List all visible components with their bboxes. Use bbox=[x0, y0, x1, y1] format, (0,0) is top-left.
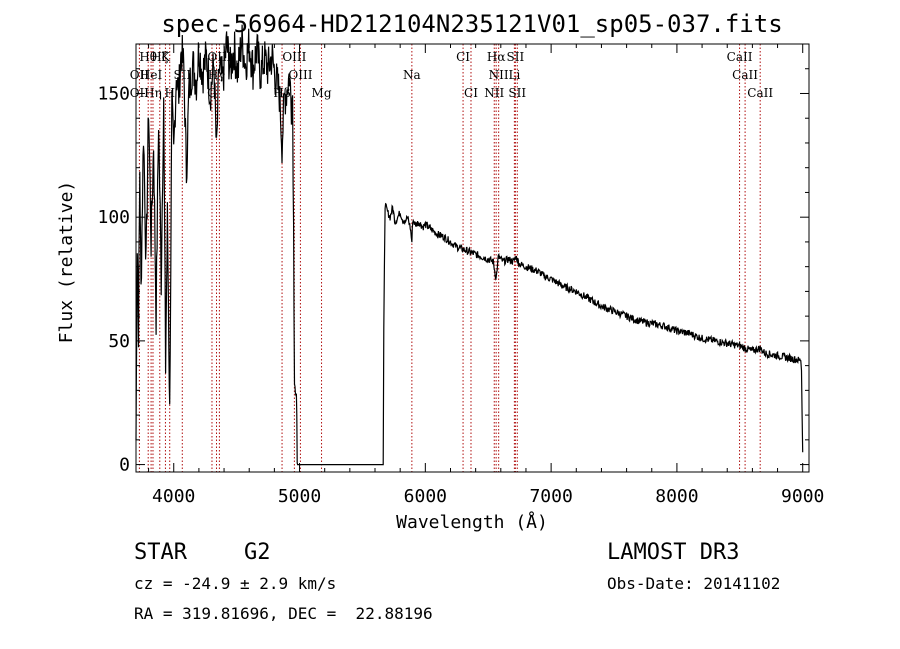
line-label: Na bbox=[403, 68, 421, 82]
y-axis-ticks: 0 50 100 150 bbox=[97, 68, 809, 476]
spectral-subclass: G2 bbox=[244, 540, 271, 565]
line-label: Hζ bbox=[151, 50, 168, 64]
line-label: CI bbox=[456, 50, 470, 64]
line-label: Mg bbox=[312, 86, 332, 100]
line-label: OIII bbox=[288, 68, 312, 82]
survey-name: LAMOST DR3 bbox=[607, 540, 740, 565]
line-label: HeI bbox=[140, 68, 163, 82]
line-label: CaII bbox=[747, 86, 773, 100]
object-type: STAR bbox=[134, 540, 187, 565]
line-label: Hη bbox=[144, 86, 162, 100]
line-label: SII bbox=[508, 86, 526, 100]
plot-frame bbox=[135, 43, 810, 473]
line-label: G bbox=[207, 86, 217, 100]
y-tick-label: 50 bbox=[108, 331, 130, 352]
x-tick-label: 5000 bbox=[278, 486, 321, 507]
y-tick-label: 100 bbox=[97, 207, 130, 228]
spectrum-series-line bbox=[135, 24, 804, 466]
x-tick-label: 9000 bbox=[781, 486, 824, 507]
observation-date: Obs-Date: 20141102 bbox=[607, 574, 781, 593]
line-label: Hθ bbox=[139, 50, 157, 64]
spectral-line-markers bbox=[138, 44, 761, 472]
line-label: CaII bbox=[732, 68, 758, 82]
line-label: Li bbox=[508, 68, 520, 82]
x-axis-ticks: 4000 5000 6000 7000 8000 9000 bbox=[148, 44, 824, 507]
x-tick-label: 7000 bbox=[529, 486, 572, 507]
line-label: CaII bbox=[727, 50, 753, 64]
x-tick-label: 8000 bbox=[655, 486, 698, 507]
line-label: Hα bbox=[487, 50, 506, 64]
line-label: SII bbox=[507, 50, 525, 64]
line-label: NII bbox=[489, 68, 509, 82]
line-label: H bbox=[164, 86, 174, 100]
y-tick-label: 150 bbox=[97, 83, 130, 104]
coordinates-readout: RA = 319.81696, DEC = 22.88196 bbox=[134, 604, 433, 623]
line-label: CI bbox=[464, 86, 478, 100]
line-label: K bbox=[161, 50, 171, 64]
line-label: NII bbox=[484, 86, 504, 100]
line-label: OIII bbox=[282, 50, 306, 64]
y-tick-label: 0 bbox=[119, 455, 130, 476]
y-axis-label: Flux (relative) bbox=[56, 181, 77, 344]
line-label: OII bbox=[130, 68, 150, 82]
x-axis-label: Wavelength (Å) bbox=[396, 511, 548, 533]
x-tick-label: 6000 bbox=[404, 486, 447, 507]
redshift-readout: cz = -24.9 ± 2.9 km/s bbox=[134, 574, 337, 593]
chart-title: spec-56964-HD212104N235121V01_sp05-037.f… bbox=[161, 10, 782, 38]
x-tick-label: 4000 bbox=[152, 486, 195, 507]
